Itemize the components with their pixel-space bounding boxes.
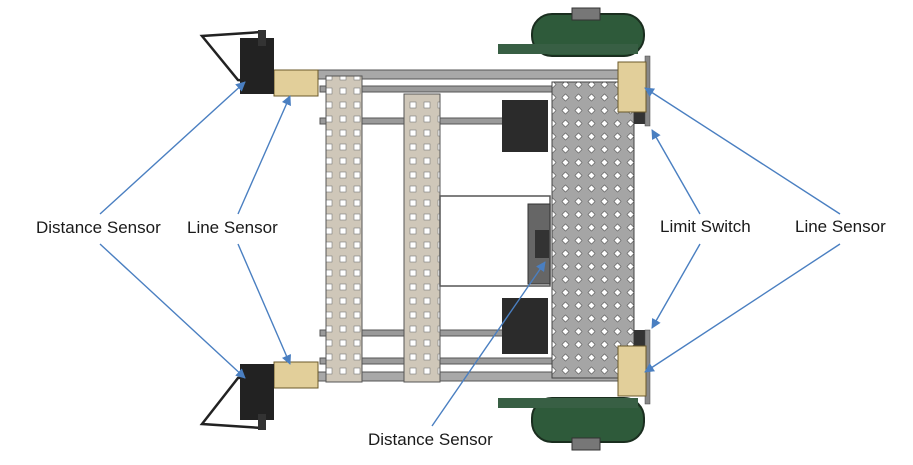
arrow-line-left-bottom <box>237 243 291 365</box>
label-line-sensor-left: Line Sensor <box>187 218 278 237</box>
right-bottom-line-sensor <box>617 345 647 397</box>
middle-plate <box>403 93 441 383</box>
left-bottom-distance-sensor <box>199 364 274 430</box>
right-plate <box>551 81 635 379</box>
bottom-wheel <box>498 397 645 451</box>
top-wheel <box>498 7 645 57</box>
top-motor <box>502 100 548 152</box>
annotation-arrows <box>99 81 841 427</box>
label-distance-sensor-bottom: Distance Sensor <box>368 430 493 449</box>
arrow-line-left-top <box>237 95 291 215</box>
arrow-limit-bottom <box>651 243 701 329</box>
arrow-distance-top <box>99 81 246 215</box>
left-top-line-sensor <box>273 69 319 97</box>
arrow-line-right-top <box>644 87 841 215</box>
center-bracket <box>439 195 551 287</box>
arrow-line-right-bottom <box>644 243 841 373</box>
bottom-limit-switch <box>634 330 648 348</box>
left-plate <box>325 75 363 383</box>
arrow-distance-bottom <box>99 243 246 379</box>
left-bottom-line-sensor <box>273 361 319 389</box>
arrow-limit-top <box>651 129 701 215</box>
arrow-distance-center <box>431 261 546 427</box>
right-top-line-sensor <box>617 61 647 113</box>
left-top-distance-sensor <box>199 30 274 94</box>
label-limit-switch: Limit Switch <box>660 217 751 236</box>
label-line-sensor-right: Line Sensor <box>795 217 886 236</box>
bottom-motor <box>502 298 548 354</box>
label-distance-sensor-left: Distance Sensor <box>36 218 161 237</box>
